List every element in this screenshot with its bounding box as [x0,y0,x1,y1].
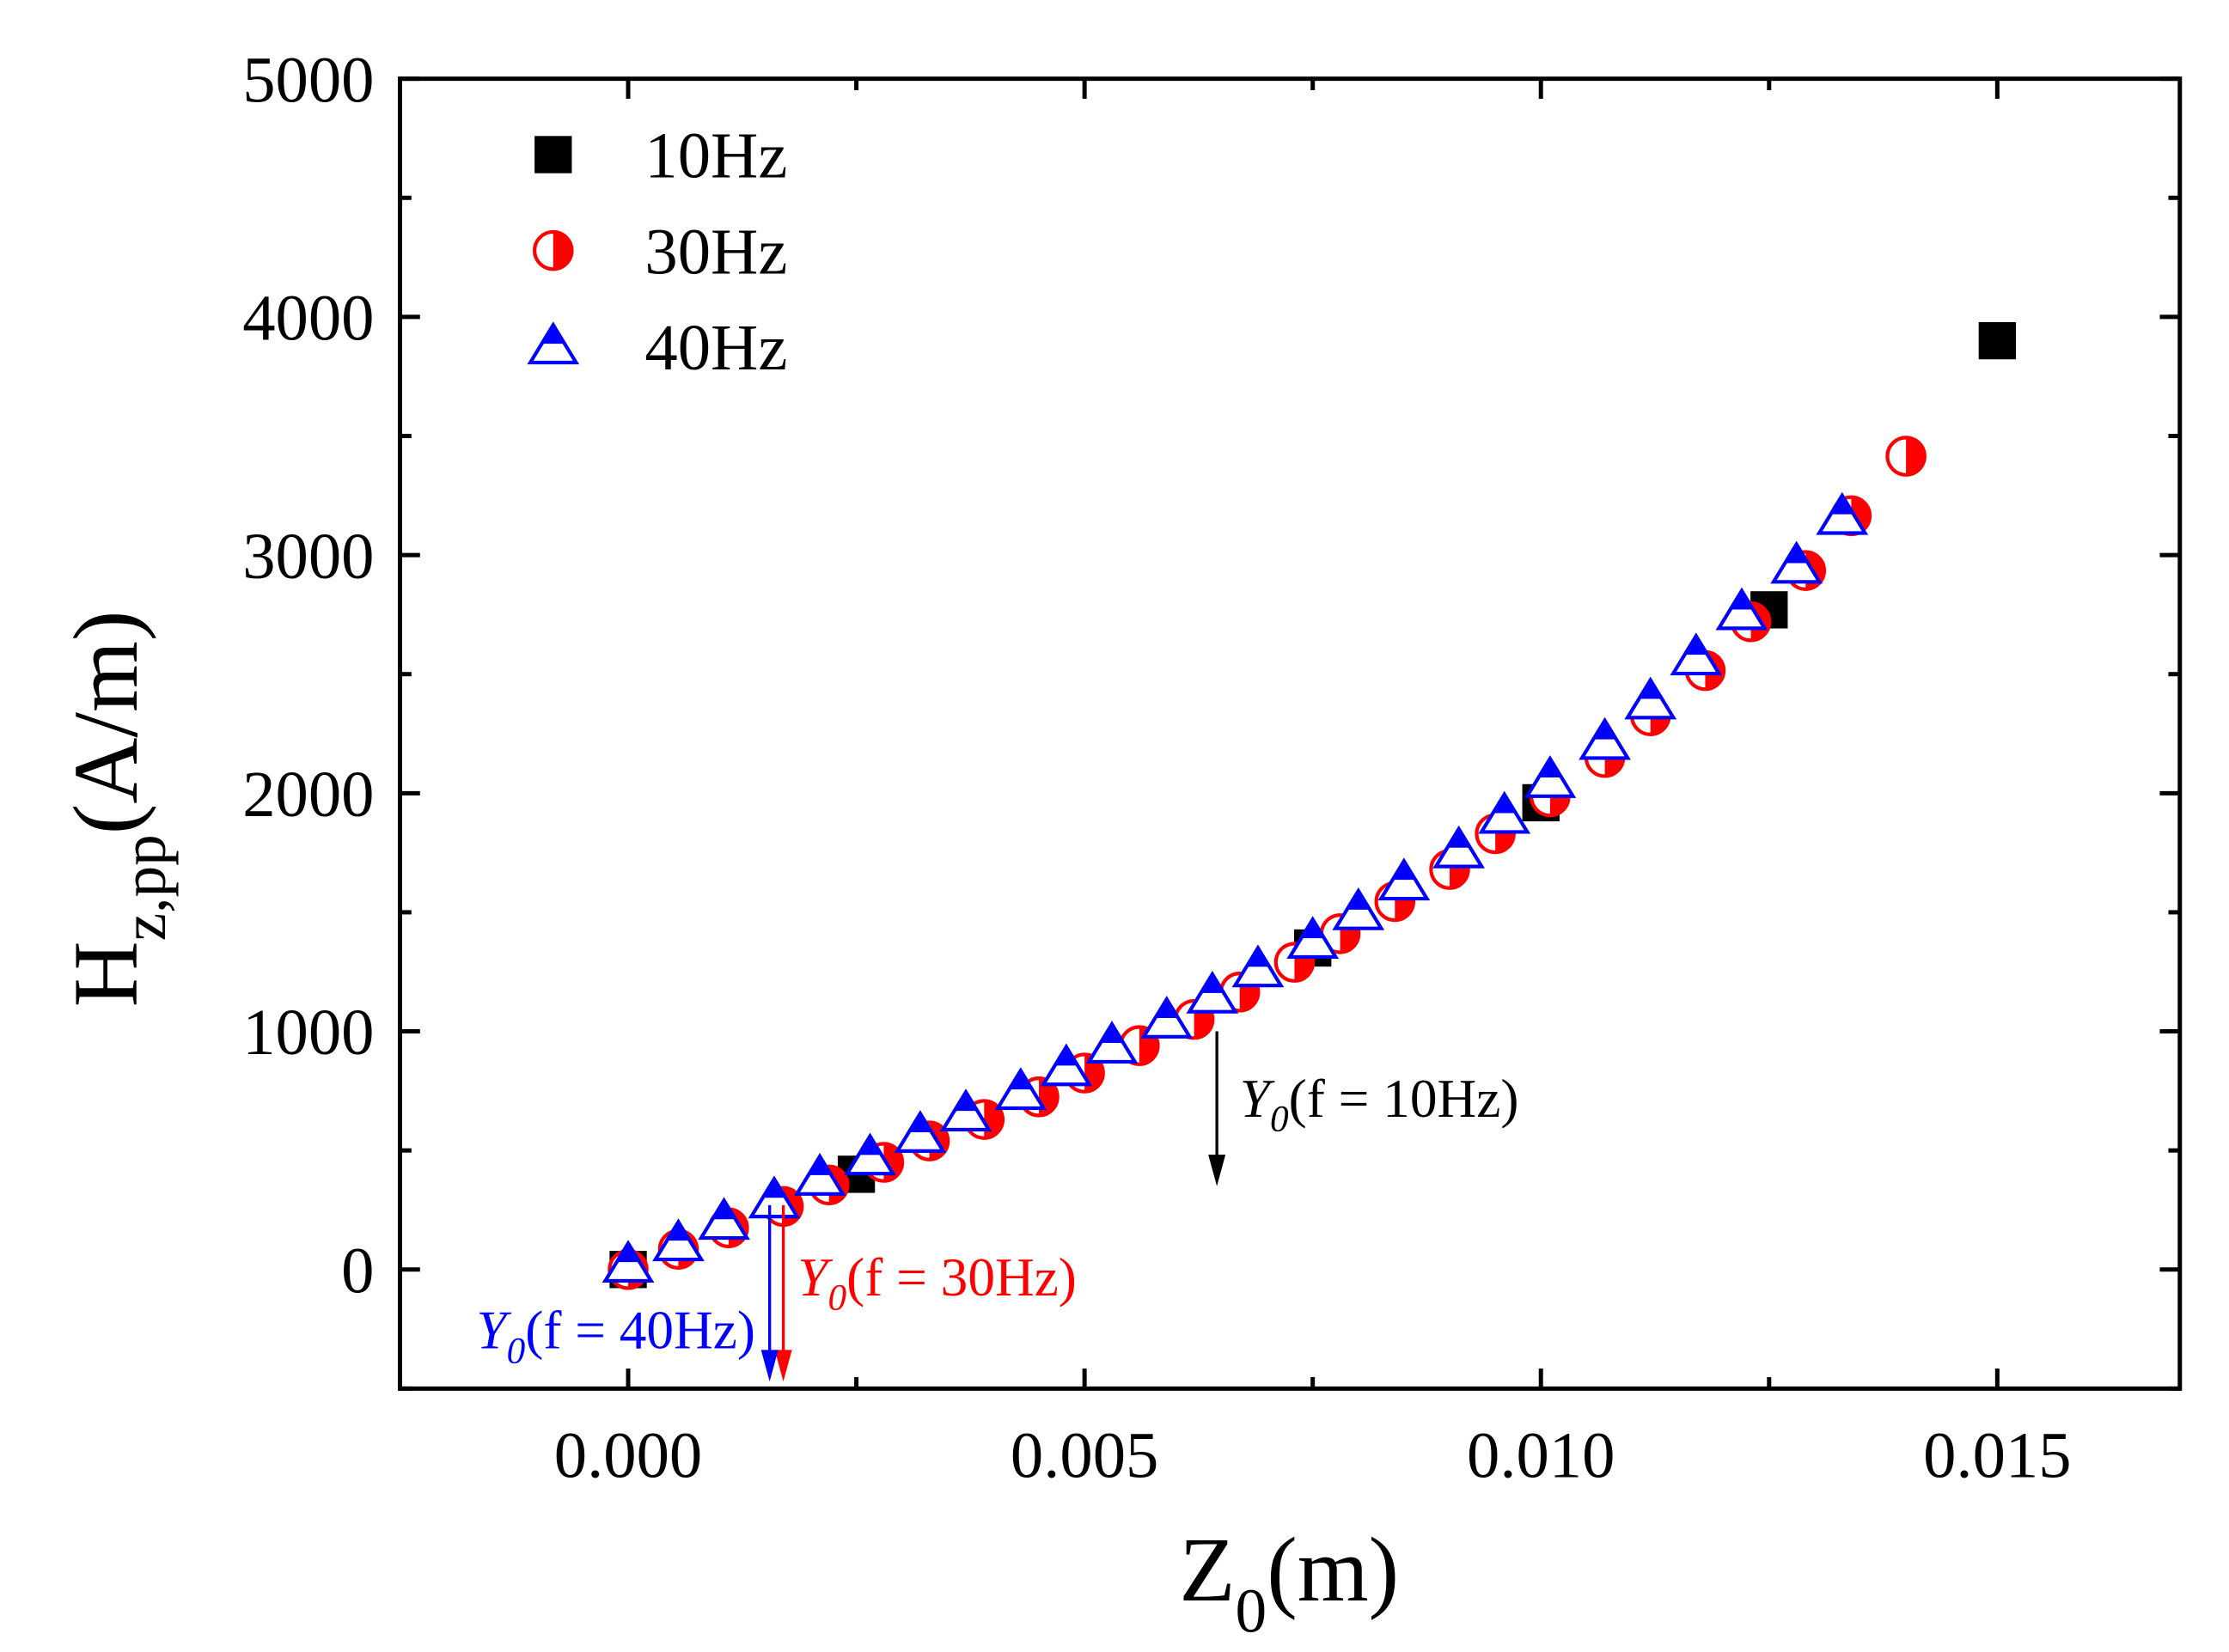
annotation-arrow-head [760,1350,779,1382]
x-tick-label: 0.010 [1467,1419,1615,1492]
annotation-label: Y0(f = 10Hz) [1240,1069,1519,1140]
point-40hz [1286,916,1340,960]
legend: 10Hz 30Hz 40Hz [527,119,787,384]
point-40hz [748,1175,801,1219]
x-tick-label: 0.015 [1923,1419,2071,1492]
legend-marker-30hz [533,229,574,271]
annotation-label: Y0(f = 40Hz) [476,1301,755,1372]
point-10hz [1978,321,2017,360]
point-40hz [1085,1021,1139,1064]
legend-label-40hz: 40Hz [644,311,787,384]
annotation-arrow-head [1208,1155,1226,1186]
point-40hz [1770,540,1823,584]
point-40hz [1478,790,1531,834]
point-40hz [1524,755,1577,798]
x-tick-label: 0.005 [1011,1419,1158,1492]
point-40hz [894,1110,947,1153]
point-40hz [1040,1043,1093,1087]
point-40hz [1670,632,1723,676]
y-axis-title: Hz,pp(A/m) [56,611,179,1008]
point-40hz [602,1240,655,1283]
y-tick-label: 2000 [242,758,374,831]
point-40hz [1332,887,1385,930]
axis-ticks: 0.000 0.005 0.010 0.015 0 1000 2000 3000 4000 500… [242,43,2180,1492]
annotations: Y0(f = 10Hz) Y0(f = 30Hz) Y0(f = 40Hz) [476,1031,1519,1382]
point-40hz [1186,970,1239,1014]
annotation-arrow-head [774,1350,792,1382]
legend-label-10hz: 10Hz [644,119,787,192]
point-40hz [1231,944,1285,988]
annotation-label: Y0(f = 30Hz) [797,1247,1077,1319]
point-30hz [1885,436,1927,477]
x-axis-title: Z0(m) [1179,1520,1399,1646]
y-tick-label: 5000 [242,43,374,116]
annotation-10hz: Y0(f = 10Hz) [1208,1031,1519,1186]
point-40hz [698,1197,750,1241]
point-40hz [1432,825,1486,869]
plot-frame [397,76,2183,1391]
y-tick-label: 1000 [242,996,374,1069]
legend-marker-40hz [527,321,580,365]
legend-marker-10hz [534,136,572,174]
point-40hz [1715,587,1768,631]
point-40hz [1816,491,1869,535]
x-tick-label: 0.000 [554,1419,702,1492]
point-40hz [793,1153,846,1196]
point-40hz [652,1218,705,1262]
y-tick-label: 3000 [242,520,374,593]
point-40hz [994,1067,1047,1111]
point-40hz [939,1088,992,1132]
data-marks [602,321,2017,1290]
legend-label-30hz: 30Hz [644,215,787,288]
point-40hz [844,1132,896,1176]
point-40hz [1377,857,1431,901]
point-40hz [1624,676,1677,720]
y-tick-label: 0 [341,1234,374,1307]
point-40hz [1140,996,1194,1039]
annotation-40hz: Y0(f = 40Hz) [476,1204,779,1382]
point-40hz [1579,716,1631,760]
y-tick-label: 4000 [242,282,374,355]
annotation-30hz: Y0(f = 30Hz) [774,1204,1077,1382]
